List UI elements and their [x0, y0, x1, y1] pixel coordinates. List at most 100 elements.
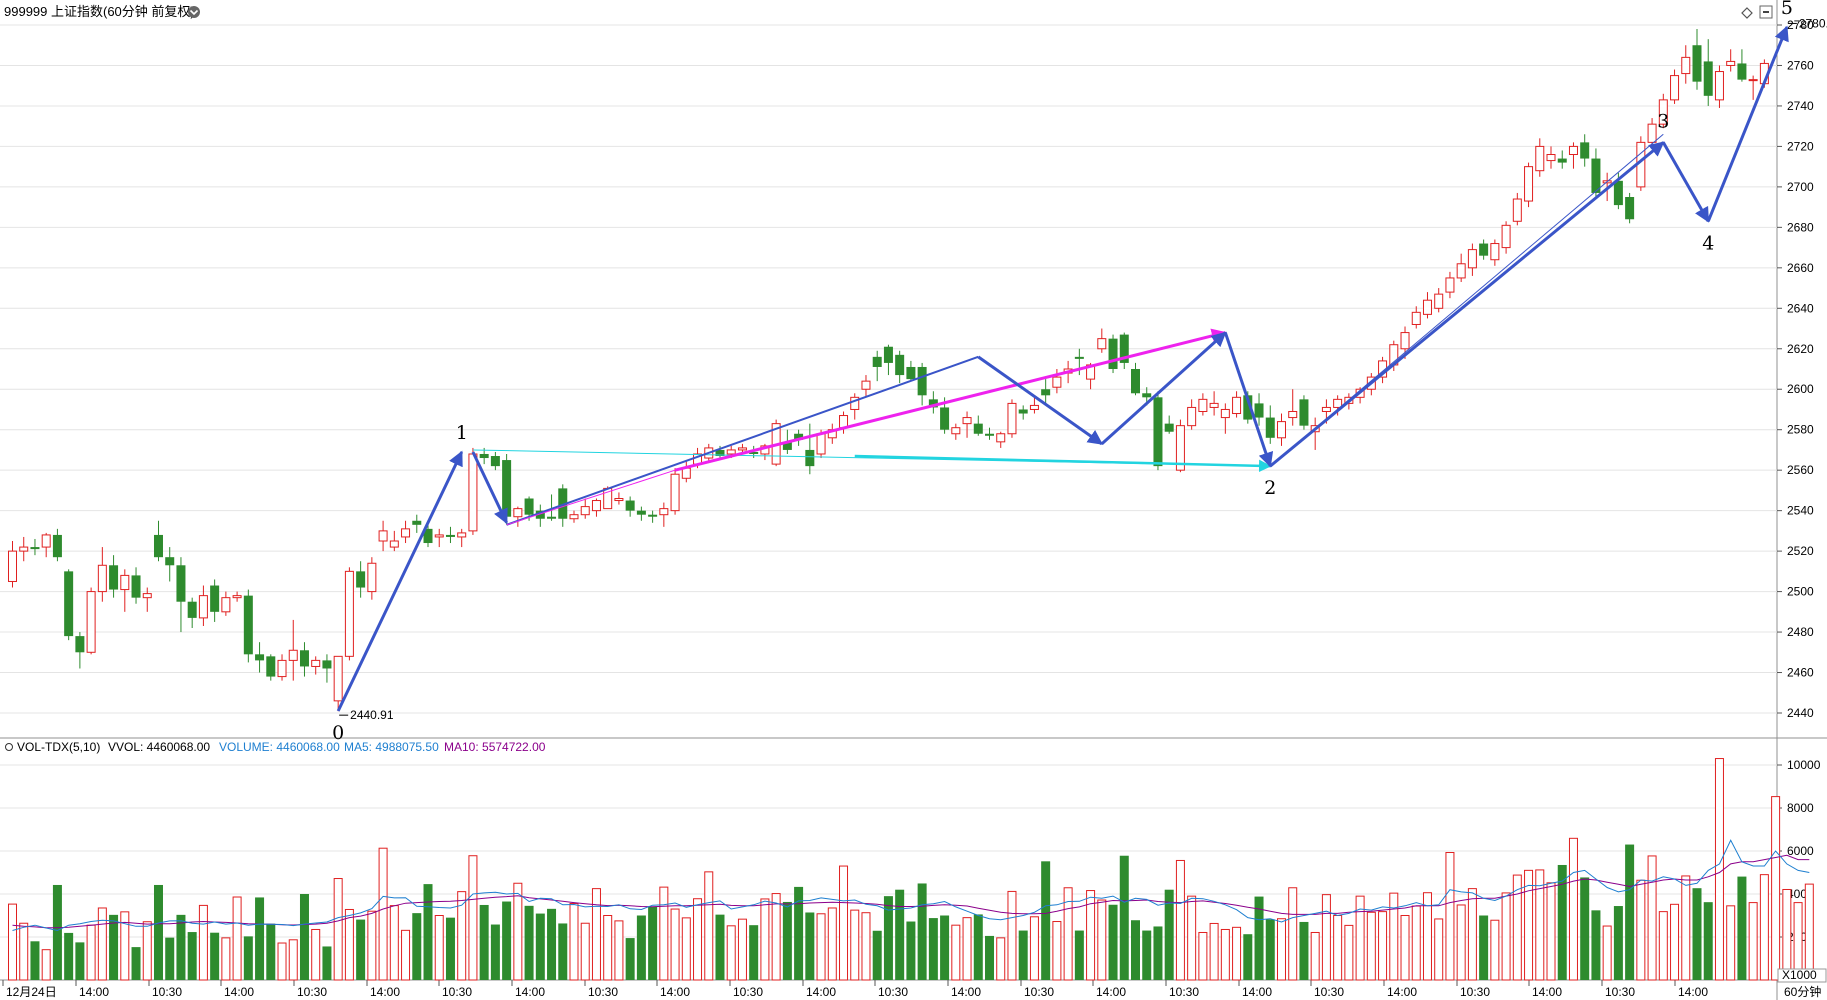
candle-body: [221, 597, 231, 613]
indicator-header: VOL-TDX(5,10) VVOL: 4460068.00 VOLUME: 4…: [5, 740, 546, 754]
volume-bar-series[interactable]: [8, 758, 1814, 981]
time-tick-label: 10:30: [1024, 985, 1054, 999]
volume-bar: [1771, 796, 1781, 981]
volume-bar: [625, 938, 635, 980]
time-axis: 12月24日 14:00 10:30 14:00 10:30 14:00 10:30 14:0…: [2, 980, 1708, 999]
volume-bar: [1467, 888, 1477, 981]
volume-bar: [1524, 869, 1534, 981]
volume-ma10-line: [12, 854, 1810, 929]
price-tick-label: 2720: [1787, 139, 1814, 153]
volume-bar: [1681, 875, 1691, 981]
candle-body: [547, 516, 557, 519]
volume-bar: [1086, 890, 1096, 981]
volume-bar: [1276, 918, 1286, 981]
volume-bar: [1647, 855, 1657, 981]
price-tick-label: 2640: [1787, 301, 1814, 315]
candle-body: [794, 433, 804, 440]
volume-bar: [165, 937, 175, 980]
candle-body: [1321, 406, 1331, 412]
volume-bar: [1142, 930, 1152, 980]
candle-body: [1142, 393, 1152, 398]
candle-body: [1164, 423, 1174, 432]
candle-body: [917, 366, 927, 396]
candle-body: [1490, 243, 1500, 261]
volume-bar: [1670, 903, 1680, 981]
candle-body: [816, 433, 826, 455]
volume-bar: [1366, 911, 1376, 981]
price-tick-label: 2540: [1787, 504, 1814, 518]
candle-body: [940, 407, 950, 430]
candle-body: [1591, 158, 1601, 193]
candle-body: [1052, 376, 1062, 388]
candle-body: [1479, 243, 1489, 256]
candle-body: [614, 498, 624, 502]
candle-body: [75, 636, 85, 653]
candle-body: [64, 571, 74, 637]
volume-bar: [996, 937, 1006, 981]
candle-body: [1029, 404, 1039, 410]
volume-bar: [1625, 844, 1635, 980]
candle-body: [210, 585, 220, 612]
volume-tick-label: 10000: [1787, 758, 1821, 772]
volume-bar: [479, 904, 489, 980]
wave-0-1: [336, 450, 464, 712]
candle-body: [176, 565, 186, 602]
volume-bar: [726, 925, 736, 981]
title-dropdown-icon[interactable]: [188, 6, 200, 18]
time-tick-label: 10:30: [152, 985, 182, 999]
volume-tick-label: 8000: [1787, 801, 1814, 815]
candle-body: [1175, 425, 1185, 471]
magenta-line-thin: [506, 469, 676, 526]
collapse-icon[interactable]: [1759, 5, 1773, 19]
candle-body: [1187, 406, 1197, 427]
time-tick-label: 10:30: [588, 985, 618, 999]
volume-bar: [614, 920, 624, 981]
volume-bar: [1243, 934, 1253, 980]
volume-bar: [1288, 887, 1298, 981]
volume-bar: [1310, 931, 1320, 981]
volume-bar: [1456, 904, 1466, 981]
time-tick-label: 14:00: [951, 985, 981, 999]
price-tick-label: 2560: [1787, 463, 1814, 477]
volume-bar: [457, 891, 467, 981]
candle-body: [1670, 75, 1680, 101]
candle-body: [1557, 158, 1567, 163]
price-tick-label: 2520: [1787, 544, 1814, 558]
period-label[interactable]: 60分钟: [1784, 984, 1821, 999]
indicator-settings-icon[interactable]: [5, 743, 13, 751]
candle-body: [1737, 63, 1747, 80]
candle-body: [558, 488, 568, 519]
candle-body: [1074, 356, 1084, 359]
candle-body: [1288, 410, 1298, 419]
svg-text:X1000: X1000: [1782, 968, 1817, 982]
volume-bar: [86, 924, 96, 981]
volume-bar: [1119, 855, 1129, 980]
candle-body: [412, 520, 422, 525]
candle-body: [1119, 334, 1129, 363]
candle-body: [1265, 417, 1275, 438]
volume-bar: [1355, 895, 1365, 981]
price-tick-label: 2700: [1787, 180, 1814, 194]
wave-labels: 0 1 2 3 4 5: [332, 0, 1793, 744]
candle-body: [1647, 123, 1657, 143]
wave-annotations[interactable]: [336, 25, 1789, 712]
volume-bar: [1546, 882, 1556, 981]
volume-bar: [1434, 918, 1444, 981]
volume-bar: [221, 937, 231, 981]
candle-body: [299, 650, 309, 667]
candle-body: [1434, 293, 1444, 309]
price-tick-label: 2460: [1787, 666, 1814, 680]
price-tick-label: 2740: [1787, 99, 1814, 113]
candle-body: [1422, 299, 1432, 315]
volume-bar: [1501, 892, 1511, 981]
volume-bar: [1535, 869, 1545, 981]
price-tick-label: 2620: [1787, 342, 1814, 356]
candlestick-series[interactable]: [8, 29, 1769, 712]
diamond-icon[interactable]: [1741, 7, 1753, 19]
volume-bar: [153, 884, 163, 980]
price-tick-label: 2580: [1787, 423, 1814, 437]
candle-body: [1153, 397, 1163, 467]
candle-body: [401, 528, 411, 538]
